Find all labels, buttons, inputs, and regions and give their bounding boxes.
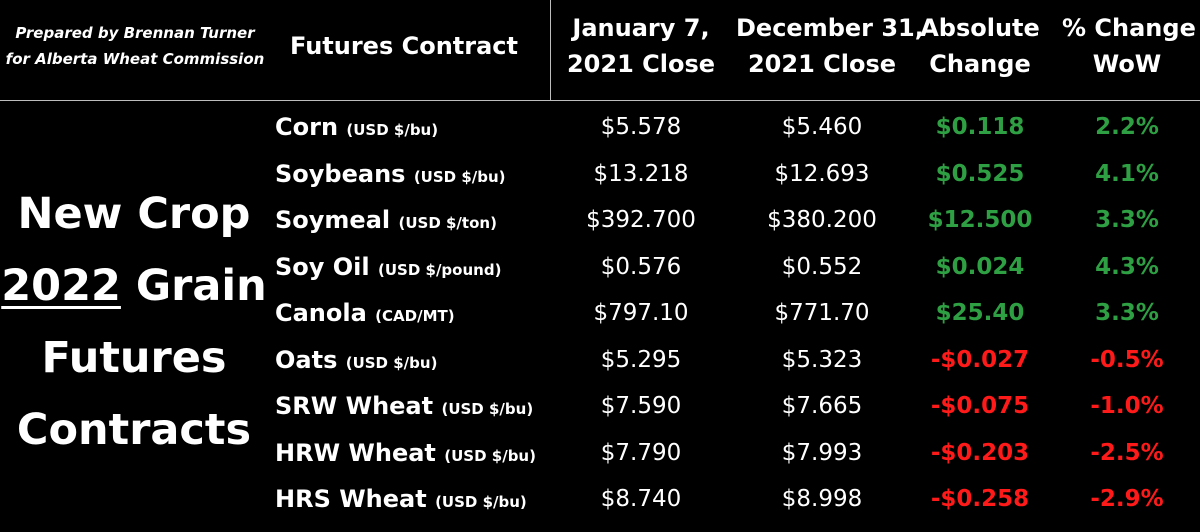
commodity-unit: (USD $/bu) bbox=[441, 400, 534, 418]
title-line-2: 2022 Grain bbox=[0, 250, 268, 322]
commodity-label: Soymeal (USD $/ton) bbox=[275, 207, 497, 236]
dec-close-value: $7.665 bbox=[781, 393, 863, 419]
jan-close-value: $797.10 bbox=[593, 300, 689, 326]
commodity-name: Oats bbox=[275, 345, 338, 374]
header-dec-line-2: 2021 Close bbox=[747, 50, 897, 78]
commodity-name: SRW Wheat bbox=[275, 392, 434, 420]
header-jan-line-2: 2021 Close bbox=[566, 50, 716, 78]
commodity-label: Soy Oil (USD $/pound) bbox=[275, 254, 501, 283]
jan-close-value: $5.578 bbox=[600, 114, 682, 140]
absolute-change-value: $0.525 bbox=[935, 160, 1025, 187]
header-pct-line-2: WoW bbox=[1092, 50, 1162, 78]
percent-change-value: 4.1% bbox=[1095, 160, 1159, 187]
percent-change-value: -1.0% bbox=[1090, 393, 1164, 419]
commodity-label: Soybeans (USD $/bu) bbox=[275, 161, 506, 190]
absolute-change-value: -$0.203 bbox=[930, 439, 1030, 466]
jan-close-value: $0.576 bbox=[600, 253, 682, 280]
percent-change-value: 3.3% bbox=[1095, 207, 1159, 233]
commodity-unit: (USD $/bu) bbox=[345, 353, 438, 372]
absolute-change-value: $0.024 bbox=[935, 253, 1025, 280]
title-year: 2022 bbox=[1, 261, 121, 311]
table-row: Soy Oil (USD $/pound) $0.576 $0.552 $0.024 4… bbox=[0, 254, 1200, 300]
header-abs-line-1: Absolute bbox=[920, 14, 1040, 42]
header-percent-change: % Change WoW bbox=[1062, 10, 1196, 82]
jan-close-value: $8.740 bbox=[600, 486, 682, 512]
credit-text: Prepared by Brennan Turner for Alberta W… bbox=[0, 20, 270, 72]
table-row: HRW Wheat (USD $/bu) $7.790 $7.993 -$0.203 -… bbox=[0, 440, 1200, 486]
title-line-4: Contracts bbox=[16, 405, 252, 455]
page-title: New Crop 2022 Grain Futures Contracts bbox=[0, 178, 268, 466]
commodity-unit: (USD $/bu) bbox=[435, 493, 527, 511]
percent-change-value: 3.3% bbox=[1095, 300, 1159, 326]
commodity-name: Canola bbox=[275, 299, 367, 327]
commodity-unit: (USD $/bu) bbox=[346, 121, 439, 139]
commodity-unit: (USD $/bu) bbox=[413, 167, 506, 186]
commodity-name: Soy Oil bbox=[275, 252, 370, 281]
title-line-1: New Crop bbox=[17, 189, 251, 239]
percent-change-value: -0.5% bbox=[1090, 346, 1164, 373]
table-row: HRS Wheat (USD $/bu) $8.740 $8.998 -$0.258 -… bbox=[0, 486, 1200, 532]
header-divider-horizontal bbox=[0, 100, 1200, 101]
jan-close-value: $7.790 bbox=[600, 439, 682, 466]
table-row: Soymeal (USD $/ton) $392.700 $380.200 $12.5… bbox=[0, 207, 1200, 253]
header-divider-vertical bbox=[550, 0, 551, 100]
dec-close-value: $0.552 bbox=[781, 253, 863, 280]
absolute-change-value: $12.500 bbox=[927, 207, 1033, 233]
title-line-2-rest: Grain bbox=[120, 261, 267, 311]
commodity-label: Canola (CAD/MT) bbox=[275, 300, 455, 329]
jan-close-value: $7.590 bbox=[600, 393, 682, 419]
header-dec-line-1: December 31, bbox=[736, 14, 924, 42]
percent-change-value: -2.5% bbox=[1090, 439, 1164, 466]
dec-close-value: $12.693 bbox=[774, 160, 870, 187]
commodity-label: HRW Wheat (USD $/bu) bbox=[275, 440, 536, 469]
commodity-name: Soybeans bbox=[275, 159, 406, 188]
percent-change-value: 2.2% bbox=[1095, 114, 1159, 140]
table-row: Corn (USD $/bu) $5.578 $5.460 $0.118 2.2% bbox=[0, 114, 1200, 160]
header-abs-line-2: Change bbox=[929, 50, 1031, 78]
commodity-label: HRS Wheat (USD $/bu) bbox=[275, 486, 527, 515]
header-jan-line-1: January 7, bbox=[572, 14, 710, 42]
table-row: Canola (CAD/MT) $797.10 $771.70 $25.40 3.3% bbox=[0, 300, 1200, 346]
dec-close-value: $8.998 bbox=[781, 486, 863, 512]
commodity-name: Corn bbox=[275, 113, 339, 141]
percent-change-value: 4.3% bbox=[1095, 253, 1159, 280]
table-row: Soybeans (USD $/bu) $13.218 $12.693 $0.525 4… bbox=[0, 161, 1200, 207]
commodity-name: HRS Wheat bbox=[275, 485, 427, 513]
commodity-label: Oats (USD $/bu) bbox=[275, 347, 437, 376]
dec-close-value: $5.460 bbox=[781, 114, 863, 140]
credit-line-2: for Alberta Wheat Commission bbox=[5, 50, 265, 68]
commodity-unit: (USD $/bu) bbox=[444, 446, 536, 465]
absolute-change-value: $0.118 bbox=[935, 114, 1025, 140]
commodity-name: Soymeal bbox=[275, 206, 391, 234]
commodity-name: HRW Wheat bbox=[275, 438, 436, 467]
table-row: Oats (USD $/bu) $5.295 $5.323 -$0.027 -0.5% bbox=[0, 347, 1200, 393]
commodity-label: Corn (USD $/bu) bbox=[275, 114, 438, 143]
header-jan-close: January 7, 2021 Close bbox=[566, 10, 716, 82]
header-futures-contract: Futures Contract bbox=[290, 32, 518, 60]
commodity-unit: (USD $/pound) bbox=[378, 260, 502, 279]
commodity-unit: (USD $/ton) bbox=[398, 214, 497, 232]
jan-close-value: $392.700 bbox=[586, 207, 696, 233]
dec-close-value: $7.993 bbox=[781, 439, 863, 466]
table-row: SRW Wheat (USD $/bu) $7.590 $7.665 -$0.075 -… bbox=[0, 393, 1200, 439]
absolute-change-value: -$0.075 bbox=[930, 393, 1030, 419]
header-dec-close: December 31, 2021 Close bbox=[736, 10, 924, 82]
absolute-change-value: -$0.027 bbox=[930, 346, 1030, 373]
percent-change-value: -2.9% bbox=[1090, 486, 1164, 512]
commodity-unit: (CAD/MT) bbox=[375, 307, 455, 325]
absolute-change-value: -$0.258 bbox=[930, 486, 1030, 512]
header-absolute-change: Absolute Change bbox=[915, 10, 1045, 82]
jan-close-value: $5.295 bbox=[600, 346, 682, 373]
title-line-3: Futures bbox=[41, 333, 227, 383]
header-pct-line-1: % Change bbox=[1062, 14, 1196, 42]
dec-close-value: $5.323 bbox=[781, 346, 863, 373]
dec-close-value: $380.200 bbox=[767, 207, 877, 233]
credit-line-1: Prepared by Brennan Turner bbox=[15, 24, 255, 42]
jan-close-value: $13.218 bbox=[593, 160, 689, 187]
commodity-label: SRW Wheat (USD $/bu) bbox=[275, 393, 533, 422]
dec-close-value: $771.70 bbox=[774, 300, 870, 326]
absolute-change-value: $25.40 bbox=[935, 300, 1025, 326]
